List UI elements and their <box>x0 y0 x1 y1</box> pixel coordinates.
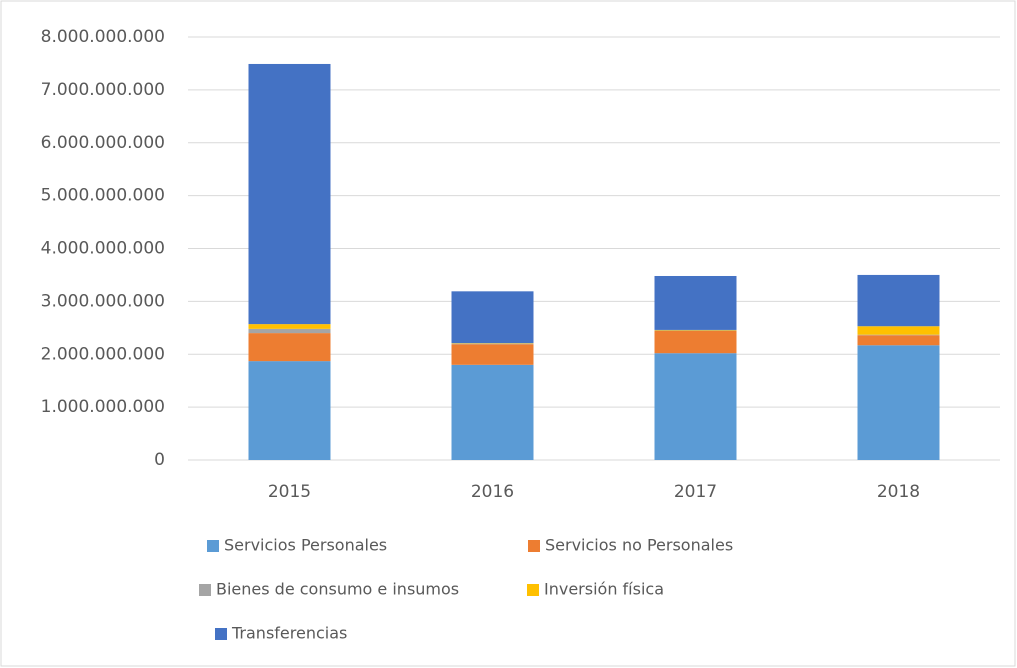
y-tick-label: 3.000.000.000 <box>41 291 165 311</box>
legend-label: Inversión física <box>544 580 664 599</box>
bar-segment <box>857 335 940 346</box>
y-tick-label: 5.000.000.000 <box>41 186 165 206</box>
bar-segment <box>451 291 534 344</box>
x-tick-label: 2016 <box>471 482 514 502</box>
bar-segment <box>654 330 737 331</box>
bar-segment <box>857 345 940 460</box>
legend-swatch <box>199 584 211 596</box>
legend-swatch <box>527 584 539 596</box>
bar-segment <box>654 330 737 354</box>
bar-segment <box>248 63 331 325</box>
bar-segment <box>451 343 534 344</box>
x-tick-label: 2015 <box>268 482 311 502</box>
legend-label: Transferencias <box>231 624 347 643</box>
x-tick-label: 2018 <box>877 482 920 502</box>
bar-segment <box>857 274 940 327</box>
legend-label: Bienes de consumo e insumos <box>216 580 459 599</box>
legend-label: Servicios no Personales <box>545 536 733 555</box>
bar-segment <box>451 364 534 460</box>
bar-segment <box>248 324 331 329</box>
legend-swatch <box>215 628 227 640</box>
y-tick-label: 4.000.000.000 <box>41 239 165 259</box>
bar-segment <box>248 328 331 334</box>
y-tick-label: 2.000.000.000 <box>41 344 165 364</box>
bar-segment <box>857 326 940 335</box>
bar-segment <box>451 343 534 345</box>
legend-label: Servicios Personales <box>224 536 387 555</box>
bar-segment <box>451 344 534 365</box>
bar-segment <box>248 361 331 460</box>
y-tick-label: 7.000.000.000 <box>41 80 165 100</box>
y-tick-label: 0 <box>154 450 165 470</box>
bar-segment <box>857 334 940 336</box>
x-tick-label: 2017 <box>674 482 717 502</box>
bar-segment <box>654 275 737 330</box>
y-tick-label: 1.000.000.000 <box>41 397 165 417</box>
legend: Servicios Personales Servicios no Persona… <box>199 536 733 643</box>
bar-segment <box>248 333 331 362</box>
legend-swatch <box>207 540 219 552</box>
y-tick-label: 8.000.000.000 <box>41 27 165 47</box>
bar-segment <box>654 329 737 331</box>
y-tick-label: 6.000.000.000 <box>41 133 165 153</box>
bar-segment <box>654 353 737 460</box>
legend-swatch <box>528 540 540 552</box>
